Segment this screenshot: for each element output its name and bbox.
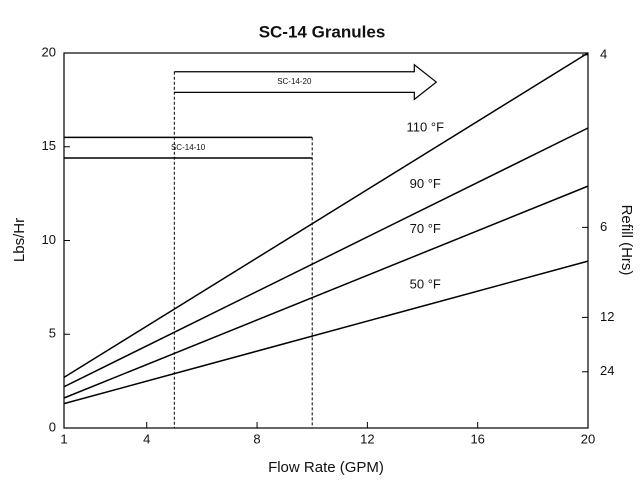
- y2-tick-label: 4: [600, 46, 607, 61]
- y-tick-label: 0: [49, 419, 56, 434]
- x-tick-label: 20: [581, 431, 595, 446]
- x-tick-label: 16: [470, 431, 484, 446]
- chart-title: SC-14 Granules: [259, 22, 386, 41]
- series-line: [63, 260, 589, 405]
- y-tick-label: 15: [42, 138, 56, 153]
- x-tick-label: 8: [253, 431, 260, 446]
- plot-frame: [63, 52, 589, 429]
- x-tick-label: 4: [143, 431, 150, 446]
- y-tick-label: 20: [42, 44, 56, 59]
- x-tick-label: 1: [60, 431, 67, 446]
- series-line: [63, 52, 589, 379]
- series-label: 90 °F: [410, 176, 441, 191]
- y2-tick-label: 24: [600, 363, 614, 378]
- x-tick-label: 12: [360, 431, 374, 446]
- y2-tick-label: 6: [600, 219, 607, 234]
- y-axis-label: Lbs/Hr: [11, 218, 28, 262]
- series-label: 110 °F: [407, 119, 445, 134]
- y2-tick-label: 12: [600, 309, 614, 324]
- series-label: 50 °F: [410, 276, 441, 291]
- range-label: SC-14-20: [277, 77, 312, 86]
- series-line: [63, 127, 589, 388]
- range-arrow: [174, 63, 438, 101]
- series-label: 70 °F: [410, 221, 441, 236]
- range-label: SC-14-10: [171, 143, 206, 152]
- y2-axis-label: Refill (Hrs): [618, 205, 635, 276]
- y-tick-label: 10: [42, 232, 56, 247]
- series-line: [63, 185, 589, 399]
- x-axis-label: Flow Rate (GPM): [268, 459, 384, 476]
- y-tick-label: 5: [49, 326, 56, 341]
